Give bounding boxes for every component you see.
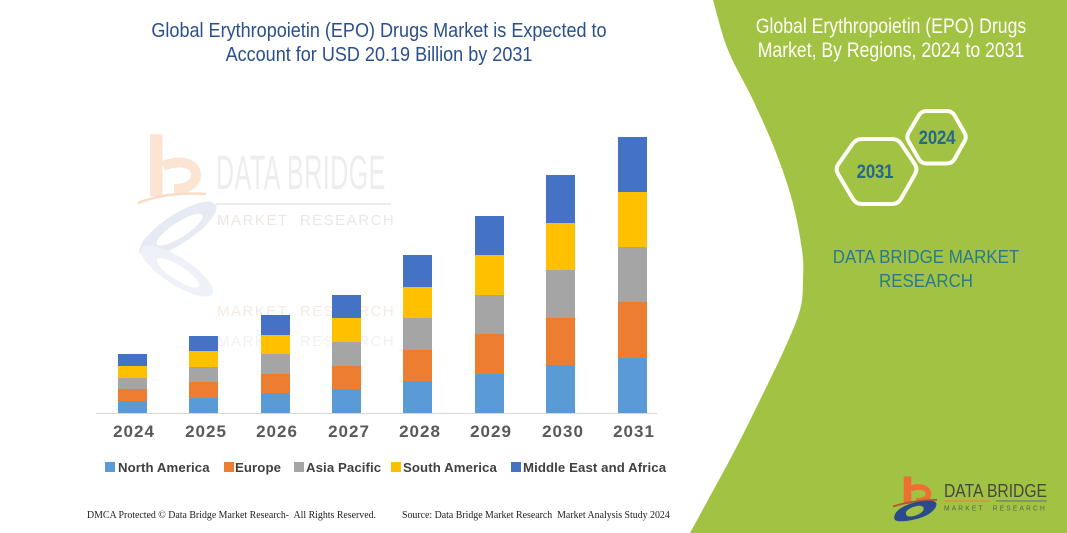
- svg-text:MARKET RESEARCH: MARKET RESEARCH: [944, 504, 1047, 513]
- svg-text:DATA BRIDGE: DATA BRIDGE: [944, 481, 1047, 501]
